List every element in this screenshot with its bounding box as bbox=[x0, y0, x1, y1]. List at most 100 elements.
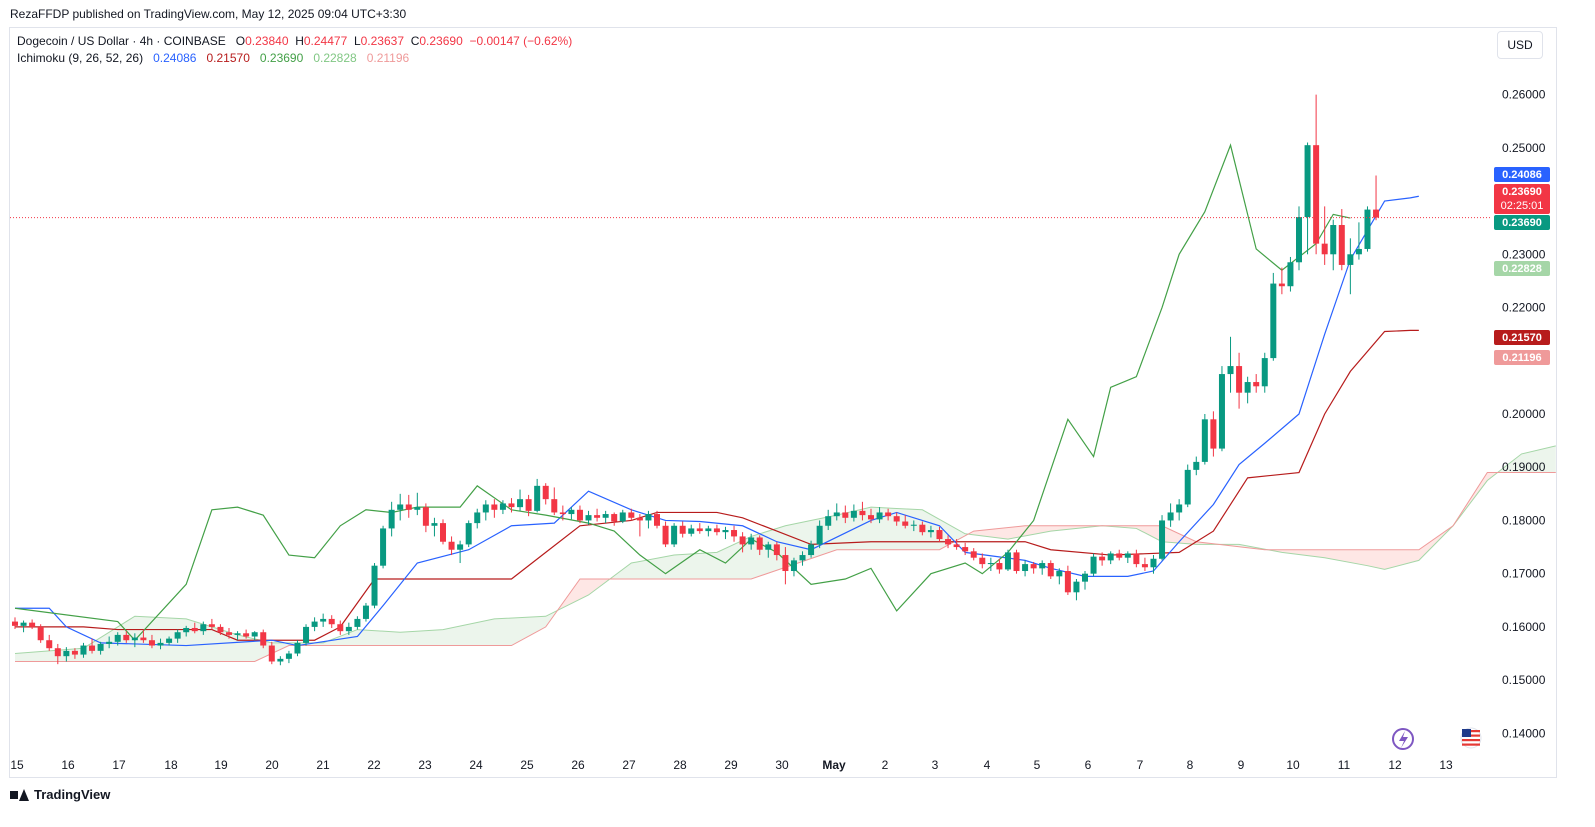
candle bbox=[89, 638, 96, 654]
candle-body bbox=[662, 525, 669, 545]
candle-body bbox=[320, 618, 327, 622]
candle bbox=[1099, 552, 1106, 566]
ohlc-legend: Dogecoin / US Dollar · 4h · COINBASE O0.… bbox=[17, 34, 572, 48]
candle bbox=[1056, 568, 1063, 585]
candle-body bbox=[174, 632, 181, 639]
price-tag: 0.21570 bbox=[1494, 330, 1550, 345]
candle-body bbox=[602, 514, 609, 518]
candle-body bbox=[217, 626, 224, 633]
x-tick-label: 10 bbox=[1286, 758, 1300, 772]
price-tag: 0.22828 bbox=[1494, 261, 1550, 276]
candle-body bbox=[713, 528, 720, 533]
x-tick-label: May bbox=[822, 758, 846, 772]
candle bbox=[20, 620, 27, 633]
price-tag: 0.23690 bbox=[1494, 215, 1550, 230]
candle bbox=[474, 508, 481, 529]
candle bbox=[688, 524, 695, 537]
candle bbox=[226, 627, 232, 639]
candle-body bbox=[508, 503, 515, 508]
candle-body bbox=[260, 632, 267, 646]
candle bbox=[885, 508, 892, 521]
candle-body bbox=[414, 507, 421, 510]
candle bbox=[1124, 551, 1131, 564]
candle-body bbox=[1355, 248, 1362, 255]
candle-body bbox=[705, 528, 712, 532]
candle-body bbox=[970, 551, 977, 558]
candle bbox=[731, 525, 738, 542]
candle bbox=[756, 535, 763, 556]
candle-body bbox=[311, 621, 318, 627]
candle-body bbox=[1150, 558, 1157, 568]
candle bbox=[260, 629, 267, 649]
candle-body bbox=[1167, 512, 1174, 521]
candle bbox=[868, 508, 874, 524]
symbol-title[interactable]: Dogecoin / US Dollar · 4h · COINBASE bbox=[17, 34, 226, 48]
price-tag: 0.24086 bbox=[1494, 167, 1550, 182]
candle bbox=[559, 505, 566, 521]
y-tick-label: 0.25000 bbox=[1502, 141, 1546, 155]
price-tag-bg bbox=[1494, 167, 1550, 182]
candle-body bbox=[568, 509, 575, 515]
candle-body bbox=[448, 541, 455, 550]
close-label: C bbox=[410, 34, 420, 48]
candle-body bbox=[226, 632, 232, 635]
candle-body bbox=[1116, 553, 1123, 558]
candle-body bbox=[1313, 145, 1320, 244]
candle bbox=[1253, 374, 1260, 393]
candle bbox=[1039, 560, 1046, 575]
candle bbox=[1133, 549, 1140, 568]
candle bbox=[1047, 560, 1054, 579]
candle bbox=[534, 478, 541, 513]
candle bbox=[243, 629, 250, 639]
candle-body bbox=[1261, 358, 1268, 387]
candle bbox=[508, 498, 515, 513]
currency-button[interactable]: USD bbox=[1497, 31, 1543, 59]
x-tick-label: 25 bbox=[520, 758, 534, 772]
candle-body bbox=[1073, 581, 1080, 593]
close-value: 0.23690 bbox=[419, 34, 463, 48]
candle-body bbox=[1201, 419, 1208, 462]
x-tick-label: 7 bbox=[1137, 758, 1144, 772]
candle-body bbox=[234, 633, 241, 635]
candle bbox=[1141, 557, 1148, 572]
price-tag-bg bbox=[1494, 215, 1550, 230]
price-tag-bg bbox=[1494, 184, 1550, 214]
candle-body bbox=[1270, 283, 1277, 359]
candle-body bbox=[46, 640, 53, 649]
candle-body bbox=[474, 512, 481, 524]
candle-body bbox=[29, 622, 36, 627]
tenkan-value: 0.24086 bbox=[153, 51, 197, 65]
candle bbox=[816, 520, 823, 549]
y-tick-label: 0.20000 bbox=[1502, 407, 1546, 421]
candle-body bbox=[1133, 553, 1140, 565]
candle bbox=[1201, 413, 1208, 465]
tradingview-logo-icon bbox=[10, 788, 30, 801]
footer-brand[interactable]: TradingView bbox=[10, 787, 110, 802]
candle-body bbox=[131, 637, 138, 641]
candle bbox=[1167, 503, 1174, 527]
candle-body bbox=[816, 525, 823, 545]
candle-body bbox=[71, 650, 78, 655]
candle bbox=[962, 542, 969, 556]
candle bbox=[457, 540, 464, 564]
candle-body bbox=[696, 528, 703, 532]
candle-body bbox=[89, 645, 96, 651]
candle-body bbox=[1278, 283, 1285, 287]
cloud-bearish bbox=[558, 575, 615, 610]
y-tick-label: 0.16000 bbox=[1502, 620, 1546, 634]
flag-icon[interactable] bbox=[1460, 727, 1482, 749]
price-tag-value: 0.23690 bbox=[1502, 217, 1542, 229]
candle-body bbox=[611, 514, 618, 522]
candle-body bbox=[106, 641, 113, 644]
x-tick-label: 26 bbox=[571, 758, 585, 772]
candle bbox=[29, 619, 36, 630]
candle-body bbox=[1030, 564, 1037, 569]
y-tick-label: 0.22000 bbox=[1502, 301, 1546, 315]
price-tag-value: 0.21196 bbox=[1502, 352, 1541, 364]
indicator-title[interactable]: Ichimoku (9, 26, 52, 26) bbox=[17, 51, 144, 65]
candle-body bbox=[842, 512, 849, 518]
candle-body bbox=[491, 504, 498, 510]
lightning-icon[interactable] bbox=[1392, 728, 1414, 750]
candle-body bbox=[465, 523, 472, 545]
